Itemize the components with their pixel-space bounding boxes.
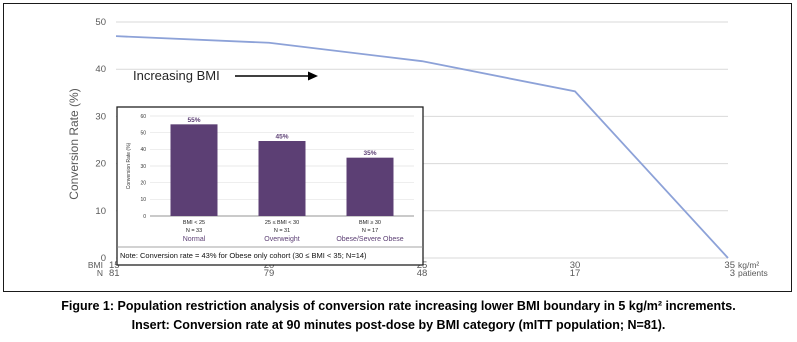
inset-bar	[258, 141, 306, 216]
x-unit-label: kg/m²	[738, 260, 759, 270]
n-tick-label: 3	[730, 268, 735, 279]
inset-y-tick-label: 50	[140, 130, 146, 136]
inset-bar-value-label: 55%	[187, 117, 200, 124]
inset-y-tick-label: 40	[140, 147, 146, 153]
inset-x-labels: BMI < 25 N = 33 Normal 25 ≤ BMI < 30 N = 31 O…	[183, 220, 404, 243]
inset-group-label: Overweight	[264, 236, 299, 243]
y-tick-label: 40	[95, 64, 106, 75]
inset-category-label: BMI < 25	[183, 220, 205, 226]
n-tick-label: 81	[109, 268, 120, 279]
x-tick-label: 35	[724, 260, 735, 271]
inset-y-tick-label: 10	[140, 197, 146, 203]
main-y-tick-labels: 0 10 20 30 40 50	[95, 17, 106, 264]
n-unit-label: patients	[738, 268, 768, 278]
n-tick-label: 48	[417, 268, 428, 279]
inset-n-label: N = 17	[362, 228, 378, 234]
y-tick-label: 0	[101, 253, 106, 264]
inset-bar-value-label: 35%	[363, 150, 376, 157]
y-tick-label: 20	[95, 159, 106, 170]
figure-frame: 0 10 20 30 40 50 Conversion Rate (%) BMI N 15 81…	[3, 3, 792, 292]
inset-y-tick-label: 20	[140, 180, 146, 186]
series-line	[115, 35, 729, 259]
inset-note: Note: Conversion rate = 43% for Obese on…	[120, 251, 367, 260]
arrow-head-icon	[308, 71, 318, 81]
inset-y-tick-label: 30	[140, 164, 146, 170]
inset-y-axis-label: Conversion Rate (%)	[126, 142, 132, 189]
inset-category-label: BMI ≥ 30	[359, 220, 381, 226]
inset-n-label: N = 33	[186, 228, 202, 234]
x-tick-label: 15	[109, 260, 120, 271]
n-tick-label: 17	[570, 268, 581, 279]
y-tick-label: 50	[95, 17, 106, 28]
inset-y-tick-label: 60	[140, 114, 146, 120]
inset-group-label: Normal	[183, 236, 206, 243]
inset-bars: 55% 45% 35%	[170, 117, 394, 216]
inset-bar	[170, 124, 218, 216]
y-tick-label: 30	[95, 111, 106, 122]
y-tick-label: 10	[95, 206, 106, 217]
x-row-label-bmi: BMI	[88, 260, 103, 270]
figure-caption-line-2: Insert: Conversion rate at 90 minutes po…	[131, 318, 666, 332]
inset-category-label: 25 ≤ BMI < 30	[265, 220, 299, 226]
main-y-axis-label: Conversion Rate (%)	[67, 88, 81, 199]
inset-n-label: N = 31	[274, 228, 290, 234]
inset-chart: 0 10 20 30 40 50 60 Conversion Rate (%) 55% 45%…	[116, 106, 424, 266]
increasing-bmi-annotation: Increasing BMI	[133, 68, 318, 83]
x-tick-label: 30	[570, 260, 581, 271]
inset-bar	[346, 157, 394, 216]
inset-y-tick-labels: 0 10 20 30 40 50 60	[140, 114, 146, 220]
inset-group-label: Obese/Severe Obese	[336, 236, 403, 243]
x-row-label-n: N	[97, 268, 103, 278]
annotation-text: Increasing BMI	[133, 68, 220, 83]
inset-y-tick-label: 0	[143, 214, 146, 220]
n-tick-label: 79	[264, 268, 275, 279]
figure-caption-line-1: Figure 1: Population restriction analysi…	[61, 299, 736, 313]
inset-bar-value-label: 45%	[275, 134, 288, 141]
